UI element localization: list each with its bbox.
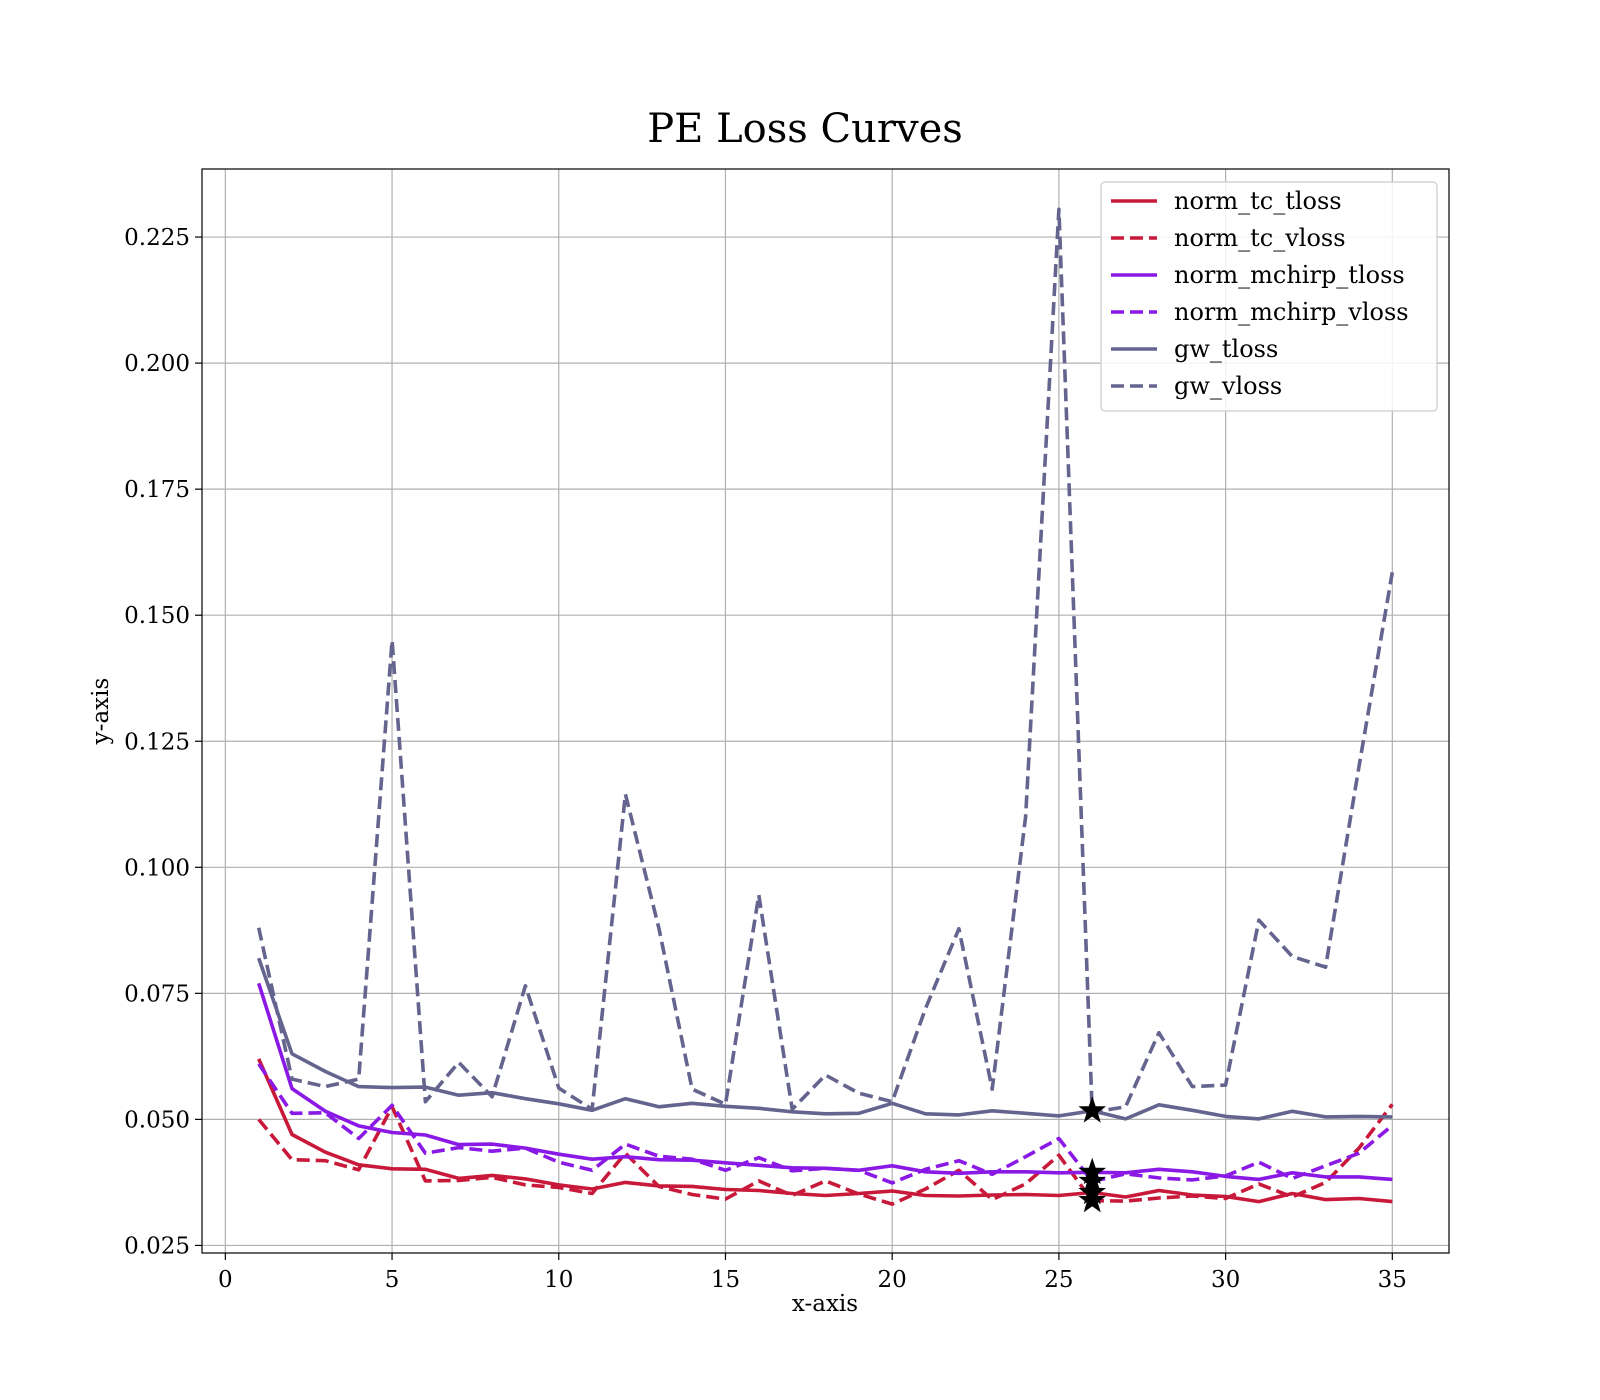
legend-label-norm-tc-vloss: norm_tc_vloss [1174,224,1346,252]
x-axis-label: x-axis [792,1291,858,1317]
best-epoch-star-marker [1078,1096,1107,1123]
series-gw-vloss [256,207,1395,1115]
legend-label-norm-mchirp-vloss: norm_mchirp_vloss [1174,298,1409,326]
legend-label-norm-tc-tloss: norm_tc_tloss [1174,187,1342,215]
series-norm-tc-tloss [257,1058,1393,1204]
y-tick-label: 0.075 [124,981,190,1007]
x-tick-label: 25 [1044,1267,1073,1293]
marker-layer [1078,1096,1107,1213]
legend-label-gw-vloss: gw_vloss [1174,372,1282,400]
x-tick-label: 10 [544,1267,573,1293]
y-tick-label: 0.125 [124,729,190,755]
legend-label-norm-mchirp-tloss: norm_mchirp_tloss [1174,261,1405,289]
chart-title: PE Loss Curves [647,106,963,152]
y-tick-label: 0.175 [124,477,190,503]
series-norm-tc-vloss [257,1103,1394,1206]
x-tick-label: 30 [1211,1267,1240,1293]
ticks: 0 5 10 15 20 25 30 35 0.025 0.050 0.075 0.100 0.125 0… [124,225,1407,1293]
legend-label-gw-tloss: gw_tloss [1174,335,1278,363]
y-tick-label: 0.225 [124,225,190,251]
y-tick-label: 0.025 [124,1233,190,1259]
y-tick-label: 0.050 [124,1107,190,1133]
x-tick-label: 15 [711,1267,740,1293]
x-tick-label: 35 [1378,1267,1407,1293]
x-tick-label: 20 [878,1267,907,1293]
legend-box [1100,181,1438,412]
x-tick-label: 0 [218,1267,233,1293]
y-tick-label: 0.100 [124,855,190,881]
x-tick-label: 5 [385,1267,400,1293]
series-layer [256,207,1395,1206]
series-gw-tloss [256,957,1393,1121]
y-tick-label: 0.200 [124,351,190,377]
plot-frame [201,168,1450,1254]
legend: norm_tc_tloss norm_tc_vloss norm_mchirp_tl… [1100,181,1438,412]
best-epoch-star-marker [1078,1186,1107,1213]
series-norm-mchirp-tloss [256,982,1393,1182]
y-axis-label: y-axis [88,678,114,746]
y-tick-label: 0.150 [124,603,190,629]
